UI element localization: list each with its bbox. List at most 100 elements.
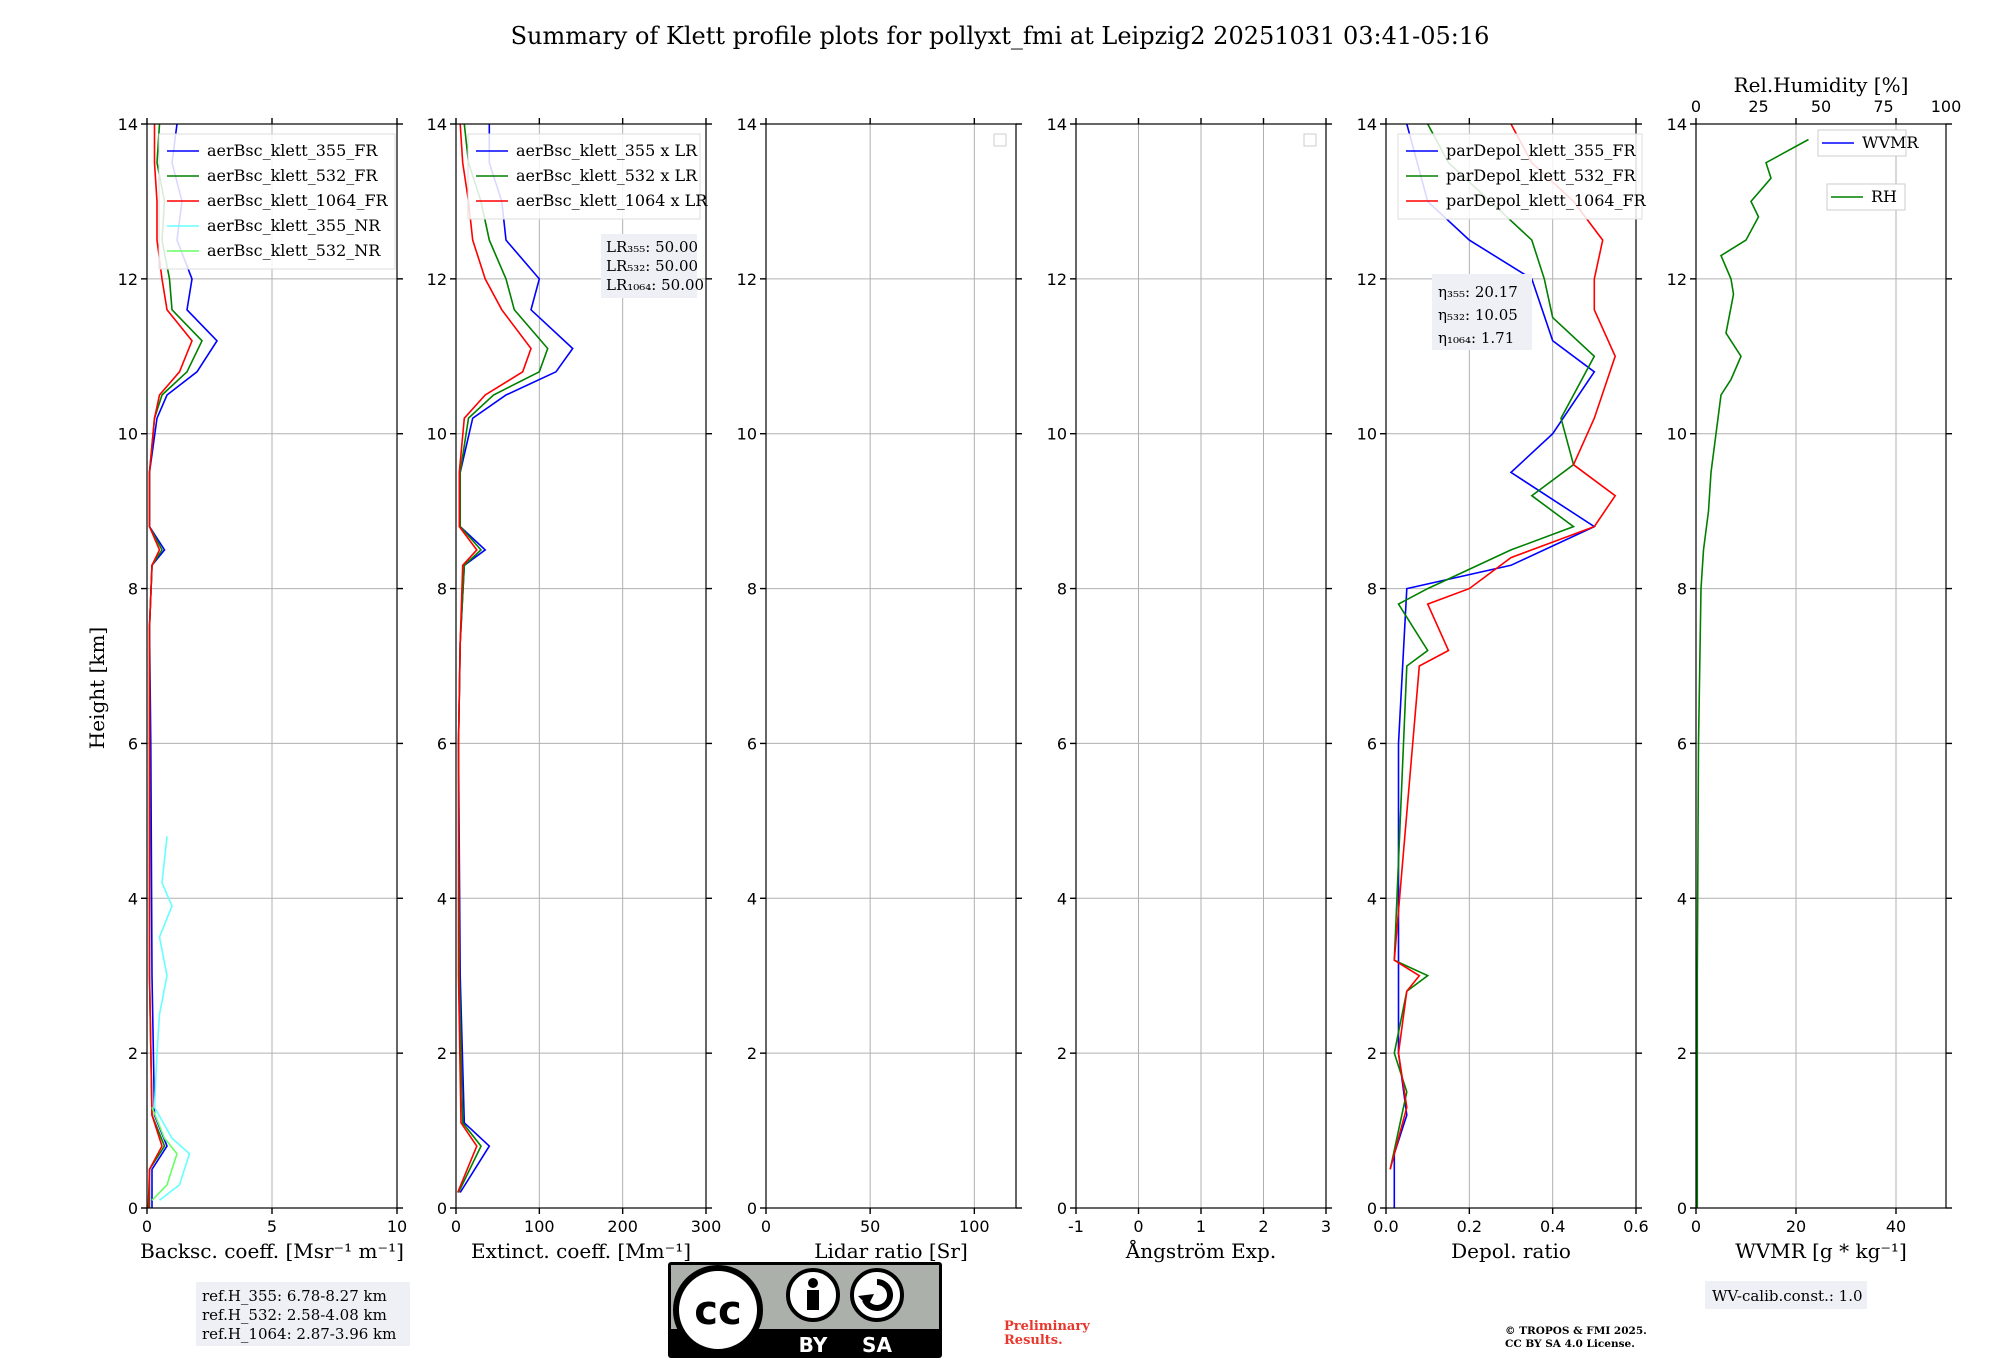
series-RH (1696, 138, 1809, 1208)
ytick-label: 10 (427, 425, 447, 444)
lr-annotation-text: LR₅₃₂: 50.00 (606, 257, 698, 275)
top-tick-label: 100 (1931, 97, 1962, 116)
lr-annotation-text: LR₁₀₆₄: 50.00 (606, 276, 704, 294)
legend-entry: parDepol_klett_355_FR (1446, 141, 1637, 160)
wv-calib-text: WV-calib.const.: 1.0 (1712, 1287, 1863, 1305)
ytick-label: 10 (118, 425, 138, 444)
xtick-label: -1 (1068, 1217, 1084, 1236)
ytick-label: 10 (1667, 425, 1687, 444)
legend-entry: parDepol_klett_532_FR (1446, 166, 1637, 185)
cc-license-badge: cc BY SA (668, 1262, 942, 1358)
xtick-label: 20 (1786, 1217, 1806, 1236)
ytick-label: 2 (1057, 1044, 1067, 1063)
axes-frame (765, 123, 1017, 1209)
copyright-line-2: CC BY SA 4.0 License. (1505, 1338, 1635, 1350)
xtick-label: 0 (1133, 1217, 1143, 1236)
ytick-label: 8 (437, 580, 447, 599)
xtick-label: 0 (1691, 1217, 1701, 1236)
lr-annotation-box (601, 234, 697, 298)
cc-logo-text: cc (694, 1288, 741, 1334)
ytick-label: 2 (128, 1044, 138, 1063)
panel-backscatter: 0 2 4 6 8 10 12 14 0 5 10 Backsc. coeff. [Msr⁻¹ m⁻¹… (118, 115, 408, 1263)
x-axis-label: Extinct. coeff. [Mm⁻¹] (471, 1239, 691, 1263)
series-parDepol_klett_532_FR (1389, 123, 1596, 1170)
ytick-label: 10 (1357, 425, 1377, 444)
ref-height-box: ref.H_355: 6.78-8.27 km ref.H_532: 2.58-… (196, 1282, 410, 1346)
xtick-label: 40 (1886, 1217, 1906, 1236)
eta-annotation-box (1432, 274, 1532, 350)
ytick-label: 6 (1057, 734, 1067, 753)
ytick-label: 6 (128, 734, 138, 753)
ytick-label: 4 (747, 889, 757, 908)
series-aerBsc_klett_1064 x LR (456, 123, 532, 1193)
ytick-label: 2 (437, 1044, 447, 1063)
ref-height-355: ref.H_355: 6.78-8.27 km (202, 1287, 387, 1305)
legend-entry: aerBsc_klett_1064 x LR (516, 191, 708, 210)
eta-annotation-text: η₅₃₂: 10.05 (1438, 306, 1518, 324)
ytick-label: 6 (747, 734, 757, 753)
ytick-label: 10 (737, 425, 757, 444)
legend-entry: aerBsc_klett_355_NR (207, 216, 381, 235)
copyright-line-1: © TROPOS & FMI 2025. (1505, 1325, 1647, 1337)
ytick-label: 4 (1677, 889, 1687, 908)
eta-annotation-text: η₁₀₆₄: 1.71 (1438, 329, 1514, 347)
preliminary-note: Preliminary Results. (1004, 1320, 1114, 1348)
legend-entry: aerBsc_klett_355_FR (207, 141, 378, 160)
axes-frame (1385, 123, 1637, 1209)
ytick-label: 10 (1047, 425, 1067, 444)
ytick-label: 6 (437, 734, 447, 753)
ytick-label: 0 (1367, 1199, 1377, 1218)
figure-title: Summary of Klett profile plots for polly… (511, 22, 1490, 50)
xtick-label: 0 (451, 1217, 461, 1236)
top-tick-label: 0 (1691, 97, 1701, 116)
ytick-label: 0 (128, 1199, 138, 1218)
preliminary-line-2: Results. (1004, 1333, 1063, 1348)
xtick-label: 0 (142, 1217, 152, 1236)
xtick-label: 5 (267, 1217, 277, 1236)
legend-entry: parDepol_klett_1064_FR (1446, 191, 1647, 210)
ytick-label: 12 (1357, 270, 1377, 289)
legend-empty (993, 133, 1007, 147)
sa-share-icon (850, 1268, 904, 1322)
top-tick-label: 75 (1873, 97, 1893, 116)
ytick-label: 12 (737, 270, 757, 289)
ytick-label: 8 (1367, 580, 1377, 599)
ytick-label: 12 (1667, 270, 1687, 289)
panel-lidar_ratio: 0 2 4 6 8 10 12 14 0 50 100 Lidar ratio [Sr] (737, 115, 1022, 1263)
ytick-label: 4 (437, 889, 447, 908)
xtick-label: 0.6 (1623, 1217, 1648, 1236)
ytick-label: 2 (1677, 1044, 1687, 1063)
ytick-label: 8 (128, 580, 138, 599)
legend-box (1397, 133, 1643, 220)
xtick-label: 100 (959, 1217, 990, 1236)
x-axis-label: Backsc. coeff. [Msr⁻¹ m⁻¹] (140, 1239, 404, 1263)
ytick-label: 14 (427, 115, 447, 134)
ytick-label: 12 (1047, 270, 1067, 289)
legend-entry: aerBsc_klett_1064_FR (207, 191, 389, 210)
top-tick-label: 50 (1811, 97, 1831, 116)
ytick-label: 0 (747, 1199, 757, 1218)
xtick-label: 200 (607, 1217, 638, 1236)
ytick-label: 0 (1057, 1199, 1067, 1218)
xtick-label: 3 (1321, 1217, 1331, 1236)
y-axis-label: Height [km] (85, 627, 109, 749)
ytick-label: 14 (1047, 115, 1067, 134)
ytick-label: 2 (1367, 1044, 1377, 1063)
xtick-label: 1 (1196, 1217, 1206, 1236)
panel-depol: 0 2 4 6 8 10 12 14 0.0 0.2 0.4 0.6 Depol. ratio parDe… (1357, 115, 1649, 1263)
legend-entry: RH (1871, 187, 1897, 206)
series-aerBsc_klett_355_NR (153, 836, 191, 1201)
legend-entry: aerBsc_klett_532 x LR (516, 166, 698, 185)
xtick-label: 2 (1258, 1217, 1268, 1236)
by-label: BY (799, 1333, 828, 1357)
ref-height-1064: ref.H_1064: 2.87-3.96 km (202, 1325, 396, 1343)
x-axis-label: WVMR [g * kg⁻¹] (1735, 1239, 1907, 1263)
sa-label: SA (862, 1333, 892, 1357)
xtick-label: 0.4 (1540, 1217, 1565, 1236)
ytick-label: 8 (1057, 580, 1067, 599)
top-tick-label: 25 (1748, 97, 1768, 116)
